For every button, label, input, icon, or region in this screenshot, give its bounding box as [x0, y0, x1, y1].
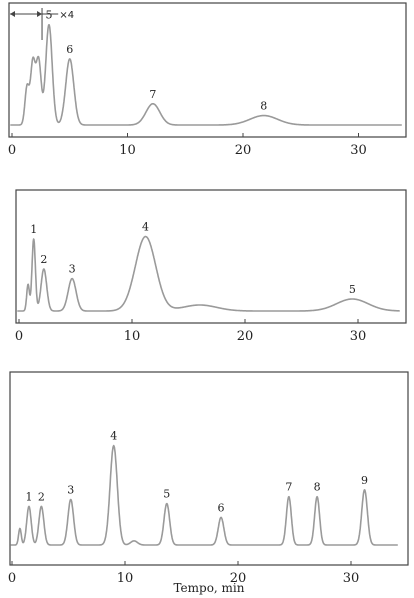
peak-label: 7	[285, 481, 292, 494]
axis-frame	[15, 189, 407, 324]
peak-label: 8	[260, 100, 267, 113]
peak-label: 5	[349, 283, 356, 296]
x-tick-label: 10	[117, 571, 134, 586]
peak-label: 8	[314, 481, 321, 494]
series-line	[9, 444, 399, 546]
attenuation-marker: ×4	[10, 8, 74, 40]
peak-label: 4	[110, 430, 117, 443]
x-tick-label: 10	[119, 143, 136, 158]
chart-panel-2: 1 2 3 4 5 0 10 20 30	[15, 189, 407, 344]
x-tick-label: 20	[237, 329, 254, 344]
axis-frame	[9, 371, 409, 566]
peak-label: 9	[361, 474, 368, 487]
peak-label: 5	[163, 488, 170, 501]
x-tick-label: 20	[235, 143, 252, 158]
attenuation-label: ×4	[59, 10, 74, 21]
peak-label: 6	[218, 501, 225, 514]
x-tick-label: 0	[8, 571, 16, 586]
x-tick-label: 30	[343, 571, 360, 586]
peak-label: 2	[40, 253, 47, 266]
peak-label: 5	[45, 9, 52, 22]
x-tick-label: 0	[8, 143, 16, 158]
x-tick-label: 30	[350, 329, 367, 344]
peak-label: 1	[30, 223, 37, 236]
chart-panel-1: 5 6 7 8 0 10 20 30 ×4	[8, 2, 407, 158]
peak-label: 7	[149, 88, 156, 101]
x-axis-title: Tempo, min	[173, 581, 244, 595]
chart-panel-3: 1 2 3 4 5 6 7 8 9 0 10 20 30 Tempo, min	[8, 371, 409, 595]
peak-label: 3	[67, 483, 74, 496]
x-tick-label: 0	[15, 329, 23, 344]
axis-frame	[8, 2, 407, 138]
peak-label: 2	[38, 490, 45, 503]
x-tick-label: 30	[350, 143, 367, 158]
peak-label: 1	[25, 490, 32, 503]
peak-label: 3	[69, 263, 76, 276]
series-line	[16, 235, 401, 312]
x-tick-label: 20	[230, 571, 247, 586]
series-line	[9, 24, 403, 126]
peak-label: 4	[142, 221, 149, 234]
x-tick-label: 10	[124, 329, 141, 344]
peak-label: 6	[66, 43, 73, 56]
